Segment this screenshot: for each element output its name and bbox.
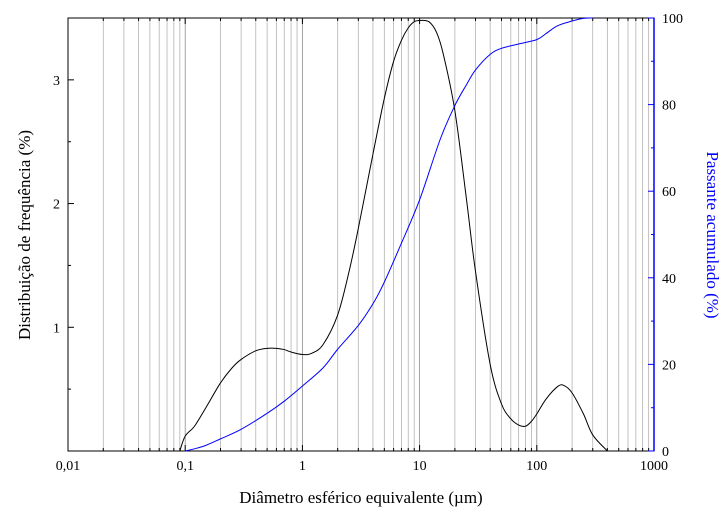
x-tick-label: 10 bbox=[413, 459, 427, 474]
y-right-tick-label: 40 bbox=[662, 272, 676, 287]
plot-frame bbox=[67, 17, 655, 452]
x-tick-label: 1000 bbox=[640, 459, 668, 474]
x-axis-ticks: 0,01 0,1 1 10 100 1000 bbox=[56, 18, 668, 474]
series-line-frequency bbox=[179, 19, 608, 452]
x-tick-label: 0,1 bbox=[176, 459, 194, 474]
y-right-tick-label: 60 bbox=[662, 185, 676, 200]
y-right-tick-label: 80 bbox=[662, 99, 676, 114]
y-right-tick-label: 0 bbox=[662, 445, 669, 460]
x-tick-label: 0,01 bbox=[56, 459, 81, 474]
y-left-tick-label: 1 bbox=[53, 321, 60, 336]
gridlines bbox=[102, 18, 650, 451]
y-left-tick-label: 2 bbox=[53, 198, 60, 213]
x-tick-label: 1 bbox=[299, 459, 306, 474]
y-left-axis-label: Distribuição de frequência (%) bbox=[15, 130, 34, 340]
y-left-tick-label: 3 bbox=[53, 74, 60, 89]
y-right-axis-ticks: 0 20 40 60 80 100 bbox=[648, 12, 683, 460]
x-axis-label: Diâmetro esférico equivalente (µm) bbox=[239, 488, 482, 507]
series-line-cumulative bbox=[185, 17, 593, 452]
y-left-axis-ticks: 1 2 3 bbox=[53, 17, 74, 390]
y-right-tick-label: 20 bbox=[662, 358, 676, 373]
y-right-tick-label: 100 bbox=[662, 12, 683, 27]
y-right-axis-label: Passante acumulado (%) bbox=[703, 151, 722, 318]
x-tick-label: 100 bbox=[526, 459, 547, 474]
